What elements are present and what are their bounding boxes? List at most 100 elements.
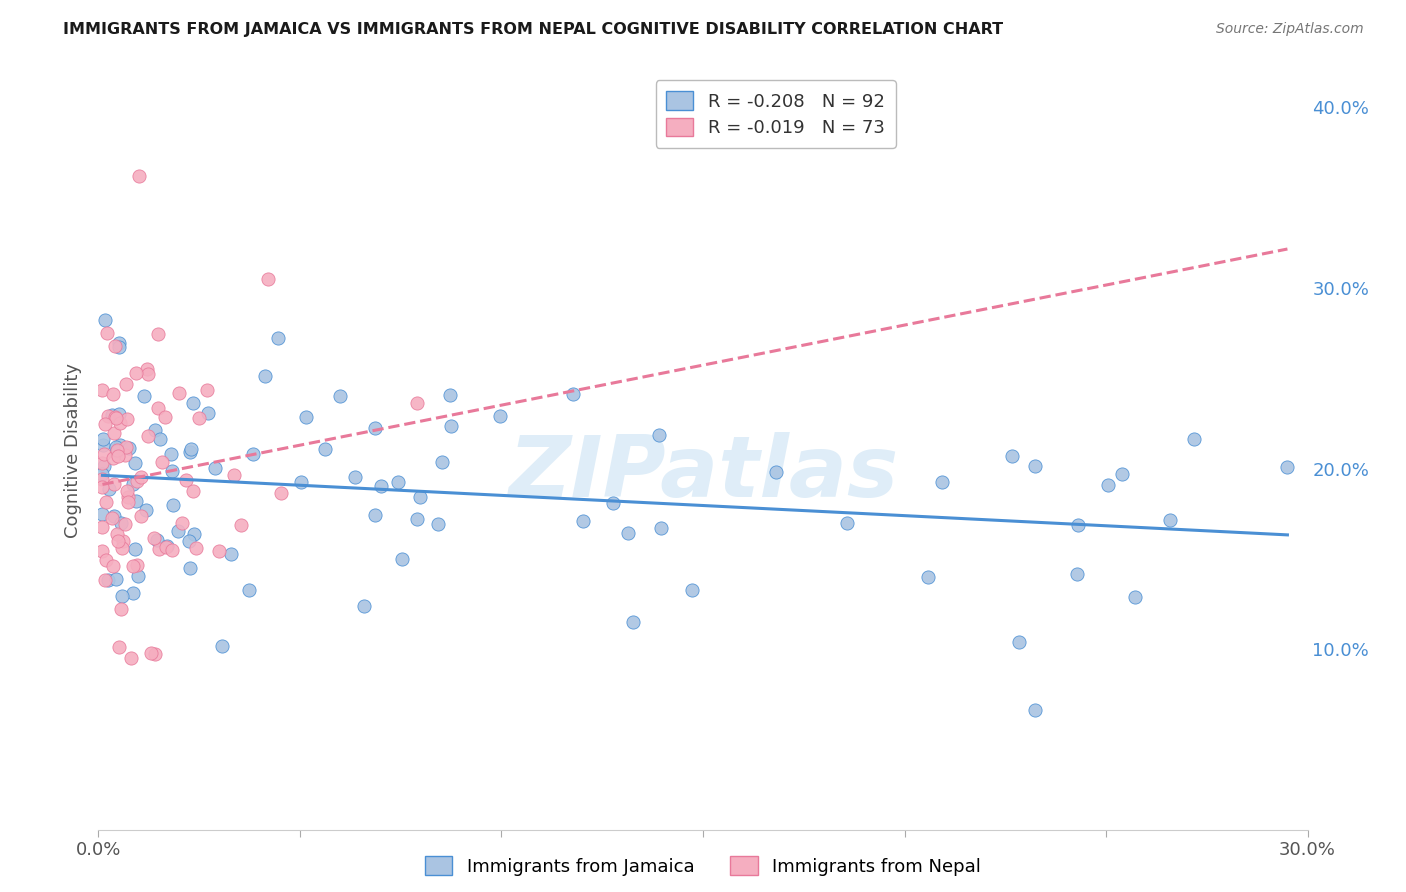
Point xyxy=(115,484,138,499)
Point xyxy=(149,433,172,447)
Point xyxy=(110,438,132,452)
Point xyxy=(104,440,127,454)
Point xyxy=(94,417,117,431)
Point xyxy=(91,383,114,397)
Point xyxy=(181,396,204,410)
Point xyxy=(148,327,170,342)
Point xyxy=(94,312,117,326)
Point xyxy=(97,409,120,424)
Point xyxy=(353,599,375,613)
Point xyxy=(179,444,201,458)
Point xyxy=(1097,478,1119,492)
Point xyxy=(108,640,131,654)
Point xyxy=(197,406,219,420)
Point xyxy=(188,411,211,425)
Point xyxy=(931,475,953,490)
Point xyxy=(290,475,312,490)
Point xyxy=(108,340,131,354)
Point xyxy=(156,539,179,553)
Point xyxy=(238,582,260,597)
Point xyxy=(650,521,672,535)
Point xyxy=(122,586,145,600)
Point xyxy=(103,509,125,524)
Point xyxy=(224,467,246,482)
Point xyxy=(135,502,157,516)
Point xyxy=(204,461,226,475)
Point xyxy=(91,472,114,486)
Point xyxy=(143,648,166,662)
Point xyxy=(97,482,120,496)
Point xyxy=(114,516,136,531)
Point xyxy=(439,387,461,401)
Point xyxy=(138,429,160,443)
Point xyxy=(111,541,134,555)
Point xyxy=(128,169,150,183)
Point xyxy=(148,542,170,557)
Point xyxy=(186,541,208,555)
Point xyxy=(329,389,352,403)
Point xyxy=(104,338,127,352)
Point xyxy=(93,458,115,473)
Point xyxy=(150,455,173,469)
Point xyxy=(160,447,183,461)
Point xyxy=(107,450,129,464)
Point xyxy=(489,409,512,424)
Point xyxy=(96,326,118,341)
Point xyxy=(91,507,114,521)
Point xyxy=(270,485,292,500)
Point xyxy=(139,646,162,660)
Point xyxy=(211,639,233,653)
Point xyxy=(314,442,336,457)
Point xyxy=(91,432,114,446)
Point xyxy=(91,520,114,534)
Point xyxy=(124,456,146,470)
Point xyxy=(427,516,450,531)
Point xyxy=(94,573,117,587)
Point xyxy=(114,440,136,454)
Point xyxy=(100,510,122,524)
Point xyxy=(91,480,114,494)
Point xyxy=(562,387,585,401)
Point xyxy=(94,552,117,566)
Point xyxy=(183,527,205,541)
Point xyxy=(253,368,276,383)
Point xyxy=(125,494,148,508)
Point xyxy=(179,561,201,575)
Point xyxy=(1159,513,1181,527)
Legend: R = -0.208   N = 92, R = -0.019   N = 73: R = -0.208 N = 92, R = -0.019 N = 73 xyxy=(655,80,896,148)
Point xyxy=(104,572,127,586)
Point xyxy=(1024,458,1046,473)
Point xyxy=(146,533,169,548)
Point xyxy=(1277,459,1299,474)
Point xyxy=(91,438,114,452)
Point xyxy=(136,367,159,381)
Point xyxy=(229,517,252,532)
Point xyxy=(91,467,114,481)
Point xyxy=(405,511,427,525)
Point xyxy=(107,407,129,421)
Point xyxy=(387,475,409,490)
Point xyxy=(103,477,125,491)
Point xyxy=(125,366,148,380)
Point xyxy=(103,426,125,441)
Point xyxy=(91,544,114,558)
Point xyxy=(681,583,703,598)
Point xyxy=(162,543,184,558)
Point xyxy=(153,410,176,425)
Point xyxy=(121,559,143,574)
Point xyxy=(364,421,387,435)
Point xyxy=(107,533,129,548)
Point xyxy=(1111,467,1133,482)
Point xyxy=(621,615,644,629)
Point xyxy=(602,496,624,510)
Point xyxy=(135,362,157,376)
Point xyxy=(125,558,148,573)
Point xyxy=(256,272,278,286)
Point xyxy=(180,442,202,456)
Point xyxy=(101,386,124,401)
Point xyxy=(430,454,453,468)
Point xyxy=(127,569,149,583)
Point xyxy=(122,477,145,491)
Point xyxy=(177,534,200,549)
Point xyxy=(143,532,166,546)
